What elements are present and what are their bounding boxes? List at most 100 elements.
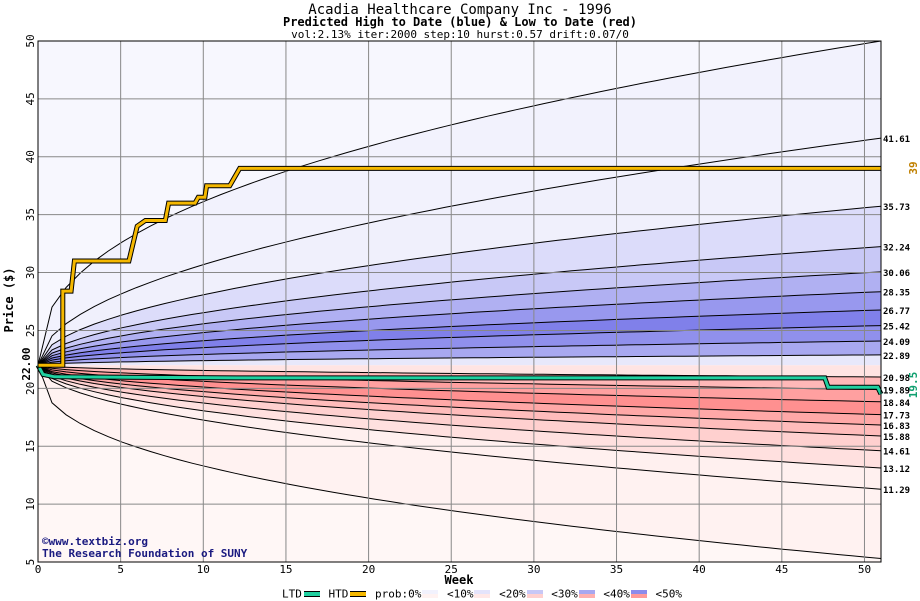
y-tick-label: 5: [24, 559, 37, 566]
probability-bands: [38, 41, 881, 562]
lower-contour-5: [37, 364, 882, 426]
watermark-organization: The Research Foundation of SUNY: [42, 547, 248, 560]
right-value-labels: 41.61 35.73 32.24 30.06 28.35 26.77 25.42 24.09…: [883, 135, 911, 496]
upper-contour-9: [37, 354, 882, 366]
y-tick-label: 50: [24, 34, 37, 47]
band-lower-4: [38, 365, 881, 436]
copyright-symbol: ©: [42, 535, 49, 548]
legend-10-label: <10%: [446, 587, 474, 601]
svg-text:©www.textbiz.org: ©www.textbiz.org: [42, 535, 148, 548]
legend-prob-label: prob:0%: [375, 587, 422, 601]
band-upper-8: [38, 341, 881, 366]
right-value-label: 26.77: [883, 307, 910, 317]
y-axis-label: Price ($): [2, 267, 16, 332]
band-upper-7: [38, 325, 881, 366]
chart-legend: LTD HTD prob:0% <10% <20% <30% <40% <50%: [282, 587, 682, 601]
right-value-label: 24.09: [883, 338, 910, 348]
y-tick-label: 20: [24, 382, 37, 395]
legend-50-label: <50%: [655, 587, 682, 601]
ltd-end-label: 19.5: [907, 372, 920, 399]
y-tick-label: 25: [24, 324, 37, 337]
x-tick-label: 25: [445, 563, 458, 576]
legend-40-label: <40%: [603, 587, 630, 601]
right-value-label: 15.88: [883, 433, 910, 443]
right-value-label: 22.89: [883, 352, 910, 362]
band-lower-3: [38, 365, 881, 451]
band-upper-inner: [38, 354, 881, 366]
legend-htd-swatch: [350, 591, 367, 597]
legend-swatch-40: [630, 590, 647, 598]
lower-contour-4: [37, 364, 882, 437]
y-tick-label: 40: [24, 150, 37, 163]
band-upper-6: [38, 310, 881, 366]
band-upper-4: [38, 271, 881, 366]
x-tick-label: 30: [527, 563, 540, 576]
y-tick-label: 35: [24, 208, 37, 221]
ltd-line: [36, 364, 883, 395]
x-tick-label: 45: [775, 563, 788, 576]
band-upper-1: [38, 138, 881, 366]
band-lower-2: [38, 365, 881, 468]
right-value-label: 25.42: [883, 323, 910, 333]
chart-parameters: vol:2.13% iter:2000 step:10 hurst:0.57 d…: [291, 28, 629, 41]
right-value-label: 18.84: [883, 399, 911, 409]
legend-20-label: <20%: [499, 587, 526, 601]
band-upper-3: [38, 246, 881, 366]
lower-contour-7: [37, 364, 882, 403]
y-tick-labels: 5 10 15 20 25 30 35 40 45 50: [24, 34, 37, 565]
start-price-label: 22.00: [20, 347, 33, 380]
band-above-max: [38, 41, 881, 366]
x-tick-label: 0: [35, 563, 42, 576]
right-value-label: 17.73: [883, 412, 910, 422]
right-value-label: 32.24: [883, 244, 911, 254]
chart-title: Acadia Healthcare Company Inc - 1996: [308, 2, 612, 18]
right-value-label: 20.98: [883, 374, 910, 384]
y-tick-label: 10: [24, 497, 37, 510]
legend-swatch-10: [474, 590, 491, 598]
legend-swatch-20: [526, 590, 543, 598]
band-lower-7: [38, 365, 881, 402]
x-tick-label: 5: [117, 563, 124, 576]
right-value-label: 14.61: [883, 448, 910, 458]
legend-htd-label: HTD: [328, 587, 349, 601]
right-value-label: 13.12: [883, 465, 910, 475]
y-tick-label: 30: [24, 266, 37, 279]
band-below-min: [38, 365, 881, 562]
upper-contour-6: [37, 309, 882, 366]
lower-contour-3: [37, 364, 882, 452]
legend-ltd-swatch: [303, 591, 320, 597]
x-tick-label: 10: [197, 563, 210, 576]
x-tick-label: 20: [362, 563, 375, 576]
band-lower-inner: [38, 365, 881, 377]
band-lower-0: [38, 365, 881, 559]
band-lower-1: [38, 365, 881, 490]
band-lower-5: [38, 365, 881, 425]
right-value-label: 16.83: [883, 422, 910, 432]
x-tick-label: 40: [693, 563, 706, 576]
upper-contour-7: [37, 325, 882, 366]
htd-line: [38, 166, 881, 367]
x-tick-label: 15: [279, 563, 292, 576]
lower-contour-0: [37, 365, 882, 559]
plot-frame: [37, 40, 882, 563]
right-value-label: 41.61: [883, 135, 910, 145]
upper-contour-0: [37, 40, 882, 366]
series-lines: [35, 165, 884, 396]
legend-swatch-30: [578, 590, 595, 598]
legend-ltd-label: LTD: [282, 587, 302, 601]
lower-contour-1: [37, 364, 882, 490]
lower-contour-2: [37, 364, 882, 469]
htd-end-label: 39: [907, 161, 920, 174]
upper-contour-3: [37, 246, 882, 366]
x-tick-labels: 0 5 10 15 20 25 30 35 40 45 50: [35, 563, 871, 576]
legend-swatch-0: [422, 590, 439, 598]
band-upper-0: [38, 41, 881, 366]
right-value-label: 11.29: [883, 486, 910, 496]
right-value-label: 30.06: [883, 269, 910, 279]
band-lower-6: [38, 365, 881, 415]
upper-contour-5: [37, 291, 882, 366]
watermark: ©www.textbiz.org The Research Foundation…: [42, 535, 248, 560]
chart-subtitle: Predicted High to Date (blue) & Low to D…: [282, 15, 637, 29]
legend-30-label: <30%: [551, 587, 578, 601]
